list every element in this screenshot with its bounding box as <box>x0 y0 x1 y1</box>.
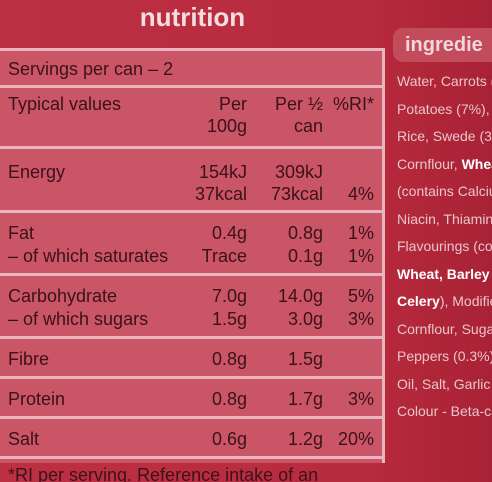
perServing-value: 0.8g <box>287 223 323 243</box>
per100g-value: 0.8g <box>211 389 247 409</box>
ingredient-line: Flavourings (contai <box>397 238 492 254</box>
perServing-value: 14.0g <box>277 286 323 306</box>
per100g-value: 7.0g <box>211 286 247 306</box>
ingredient-line: Niacin, Thiamin), Le <box>397 211 492 227</box>
ri-value: 1% <box>347 223 374 243</box>
per100g-value: Per <box>218 94 247 114</box>
perServing-value: 0.1g <box>287 246 323 266</box>
ingredient-text: Oil, Salt, Garlic Salt <box>397 375 492 392</box>
ri-value: 3% <box>347 389 374 409</box>
per100g-value: 154kJ <box>198 162 247 182</box>
per100g-value: 37kcal <box>194 184 247 204</box>
divider <box>0 273 382 276</box>
ingredient-line: Celery), Modified <box>397 293 492 309</box>
divider <box>0 85 382 88</box>
divider <box>0 210 382 213</box>
perServing-value: 3.0g <box>287 309 323 329</box>
perServing-value: can <box>293 116 323 136</box>
ingredient-text: Rice, Swede (3% <box>397 128 492 144</box>
per100g-value: 100g <box>206 116 247 136</box>
per100g-value: 0.6g <box>211 429 247 449</box>
ingredient-text: Flavourings (contai <box>397 238 492 254</box>
ri-value: 1% <box>347 246 374 266</box>
divider <box>0 146 382 149</box>
ingredient-text: Celery <box>397 293 440 309</box>
ri-value: 4% <box>347 184 374 204</box>
nutrient-name: Carbohydrate <box>8 286 118 306</box>
ingredient-text: ), Modified <box>439 293 492 309</box>
perServing-value: 1.5g <box>287 349 323 369</box>
nutrition-title: nutrition <box>139 2 246 32</box>
ingredient-text: Colour - Beta-carot <box>397 403 492 419</box>
nutrient-name: Fibre <box>8 349 50 369</box>
per100g-value: Trace <box>201 246 247 266</box>
ingredient-text: Cornflour, Sugar, Re <box>397 320 492 337</box>
ri-value: 3% <box>347 309 374 329</box>
ingredient-line: (contains Calcium <box>397 183 492 199</box>
per100g-value: 0.8g <box>211 349 247 369</box>
divider <box>0 336 382 339</box>
ingredient-line: Peppers (0.3%), Wh <box>397 348 492 364</box>
ingredient-line: Colour - Beta-carot <box>397 403 492 419</box>
ingredient-line: Cornflour, Sugar, Re <box>397 321 492 337</box>
ingredient-text: (contains Calcium <box>397 183 492 199</box>
nutrient-name: – of which saturates <box>8 246 169 266</box>
perServing-value: 1.2g <box>287 429 323 449</box>
per100g-value: 1.5g <box>211 309 247 329</box>
ingredient-text: Niacin, Thiamin), Le <box>397 210 492 227</box>
footnote: *RI per serving. Reference intake of an <box>8 465 319 482</box>
divider <box>0 456 382 459</box>
perServing-value: 309kJ <box>274 162 323 182</box>
nutrient-name: Salt <box>8 429 40 449</box>
ingredient-text: Wheat, Barley <box>397 265 490 282</box>
ingredient-line: Rice, Swede (3% <box>397 128 492 144</box>
ingredient-text: Water, Carrots (8 <box>397 73 492 89</box>
header-name: Typical values <box>8 94 122 114</box>
per100g-value: 0.4g <box>211 223 247 243</box>
ingredient-line: Wheat, Barley <box>397 266 490 282</box>
nutrient-name: – of which sugars <box>8 309 149 329</box>
nutrition-table: Servings per can – 2 Typical values Per 100… <box>0 48 385 482</box>
ingredient-text: Cornflour, <box>397 155 462 172</box>
nutrient-name: Energy <box>8 162 66 182</box>
ri-value: 20% <box>337 429 374 449</box>
ingredient-text: Peppers (0.3%), Wh <box>397 348 492 364</box>
ingredient-text: Potatoes (7%), P <box>397 100 492 117</box>
ingredient-line: Water, Carrots (8 <box>397 73 492 89</box>
divider <box>0 416 382 419</box>
nutrient-name: Fat <box>8 223 35 243</box>
header-ri: %RI* <box>332 94 374 114</box>
ingredient-line: Cornflour, Wheat <box>397 156 492 172</box>
servings: Servings per can – 2 <box>8 59 174 79</box>
ingredient-text: Wheat <box>461 155 492 172</box>
ingredient-line: Oil, Salt, Garlic Salt <box>397 376 492 392</box>
divider <box>0 376 382 379</box>
perServing-value: 1.7g <box>287 389 323 409</box>
ingredient-line: Potatoes (7%), P <box>397 101 492 117</box>
perServing-value: Per ½ <box>274 94 323 114</box>
perServing-value: 73kcal <box>270 184 323 204</box>
nutrient-name: Protein <box>8 389 66 409</box>
ingredients-title: ingredie <box>393 28 492 62</box>
ri-value: 5% <box>347 286 374 306</box>
